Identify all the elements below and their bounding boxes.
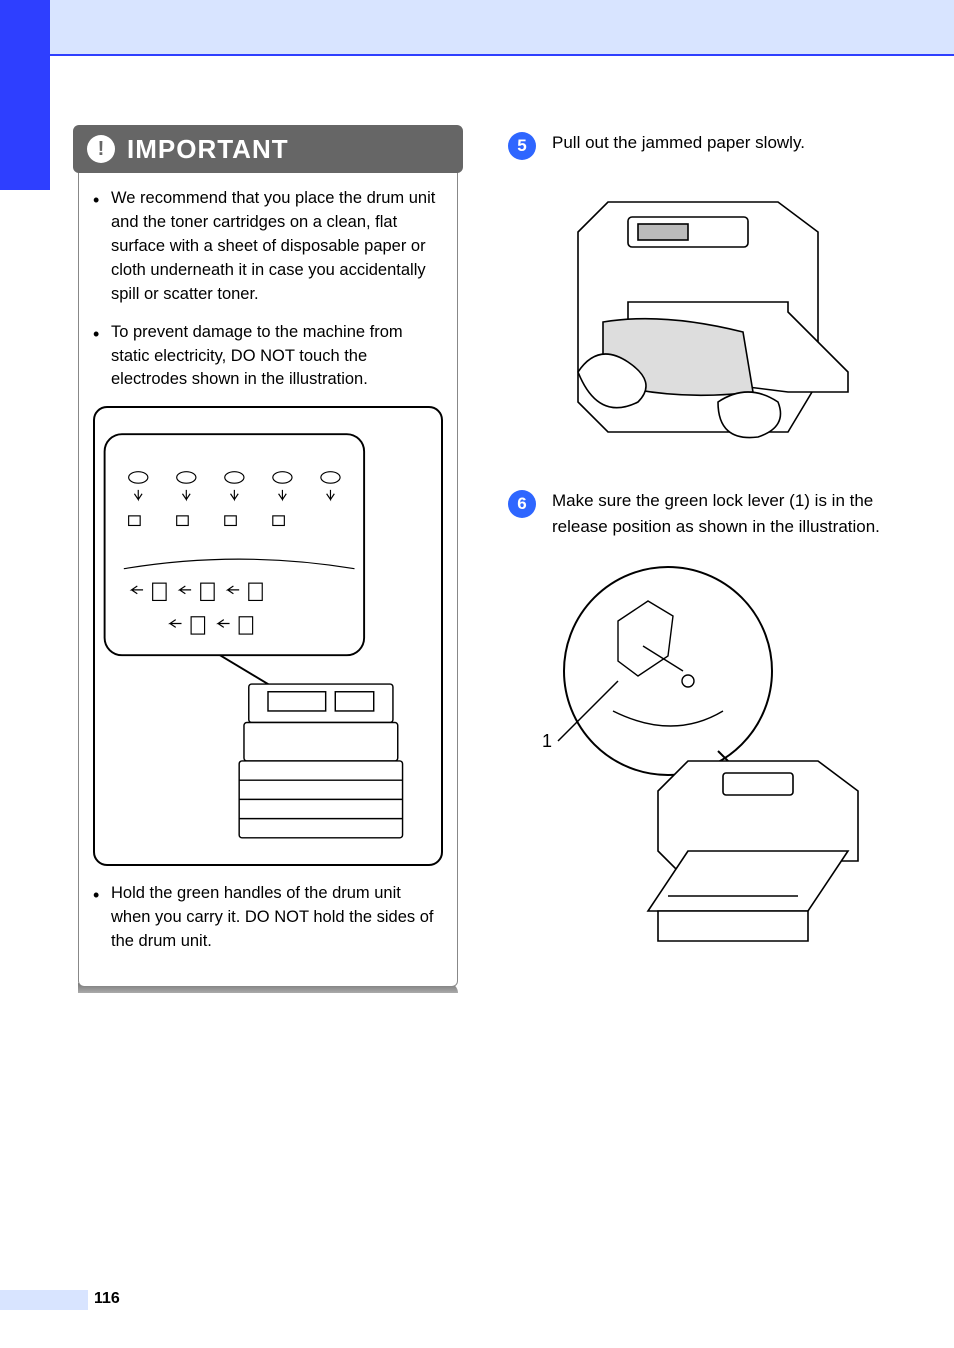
step-number-badge: 5 [508, 132, 536, 160]
bullet-item: We recommend that you place the drum uni… [93, 187, 443, 307]
alert-icon: ! [87, 135, 115, 163]
left-column: ! IMPORTANT We recommend that you place … [78, 130, 458, 993]
important-title: IMPORTANT [127, 134, 289, 165]
step-6: 6 Make sure the green lock lever (1) is … [508, 488, 888, 539]
pull-jammed-paper-illustration [508, 172, 888, 472]
bullet-item: Hold the green handles of the drum unit … [93, 882, 443, 954]
page-footer-tab [0, 1290, 88, 1310]
important-header: ! IMPORTANT [73, 125, 463, 173]
page-number: 116 [94, 1290, 120, 1308]
step-5: 5 Pull out the jammed paper slowly. [508, 130, 888, 160]
page-header-bar [0, 0, 954, 56]
important-bullet-list: We recommend that you place the drum uni… [93, 187, 443, 392]
green-lock-lever-illustration: 1 [508, 551, 888, 961]
step-text: Pull out the jammed paper slowly. [552, 130, 805, 156]
important-bullet-list-continued: Hold the green handles of the drum unit … [93, 882, 443, 954]
callout-label: 1 [542, 731, 552, 751]
important-callout-box: ! IMPORTANT We recommend that you place … [78, 130, 458, 987]
page-side-tab [0, 0, 50, 190]
electrode-caution-illustration [93, 406, 443, 866]
step-text: Make sure the green lock lever (1) is in… [552, 488, 888, 539]
right-column: 5 Pull out the jammed paper slowly. [508, 130, 888, 993]
page-content: ! IMPORTANT We recommend that you place … [78, 130, 888, 993]
step-number-badge: 6 [508, 490, 536, 518]
bullet-item: To prevent damage to the machine from st… [93, 321, 443, 393]
